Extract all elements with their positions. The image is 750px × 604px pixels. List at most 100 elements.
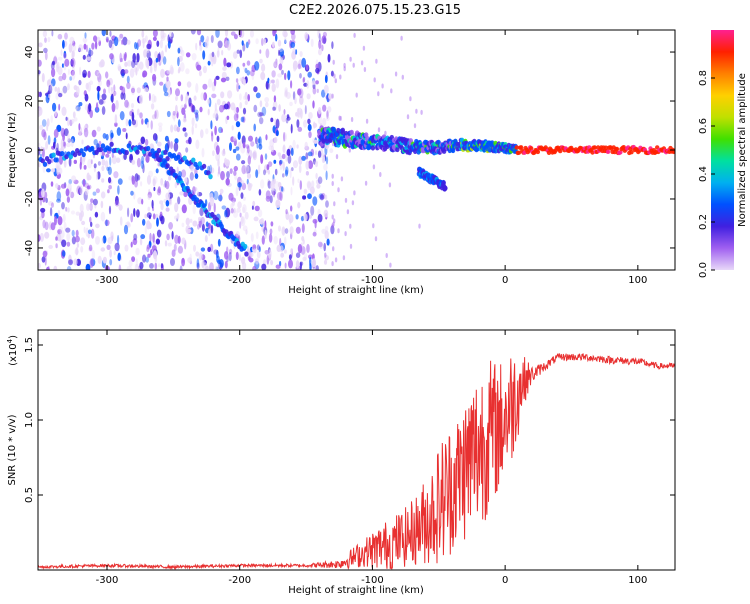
- noise-speckle: [53, 128, 59, 138]
- noise-speckle: [241, 165, 247, 175]
- noise-speckle: [152, 133, 158, 141]
- noise-speckle: [327, 106, 332, 113]
- noise-speckle: [252, 248, 257, 254]
- noise-speckle: [179, 265, 183, 270]
- noise-speckle: [189, 218, 193, 223]
- noise-speckle: [57, 33, 63, 40]
- spectrogram-x-tick-label: -200: [228, 275, 251, 286]
- snr-panel: -300 -200 -100 0 100 0.5 1.0 1.5 Height of str…: [6, 329, 676, 596]
- noise-speckle: [79, 156, 83, 166]
- noise-speckle: [47, 36, 51, 43]
- noise-speckle: [312, 196, 318, 206]
- noise-speckle: [118, 264, 122, 270]
- noise-speckle: [43, 47, 48, 54]
- noise-speckle: [151, 199, 154, 209]
- noise-speckle: [184, 132, 188, 138]
- noise-speckle: [134, 263, 139, 270]
- noise-speckle: [166, 87, 171, 98]
- noise-speckle: [48, 244, 53, 249]
- noise-speckle: [236, 207, 241, 213]
- noise-speckle: [141, 155, 145, 165]
- noise-speckle: [349, 56, 352, 62]
- noise-speckle: [175, 95, 178, 101]
- noise-speckle: [236, 153, 241, 161]
- noise-speckle: [273, 95, 277, 103]
- noise-speckle: [307, 71, 313, 78]
- noise-speckle: [195, 83, 199, 93]
- noise-speckle: [201, 223, 205, 232]
- noise-speckle: [295, 260, 300, 269]
- noise-speckle: [279, 261, 282, 267]
- noise-speckle: [131, 111, 135, 122]
- noise-speckle: [321, 44, 324, 52]
- noise-speckle: [136, 209, 140, 218]
- noise-speckle: [297, 88, 302, 96]
- noise-speckle: [301, 236, 305, 242]
- noise-speckle: [79, 66, 82, 76]
- noise-speckle: [231, 197, 236, 203]
- noise-speckle: [84, 188, 89, 196]
- noise-speckle: [339, 115, 342, 121]
- noise-speckle: [243, 167, 249, 174]
- noise-speckle: [166, 70, 172, 75]
- noise-speckle: [242, 107, 247, 115]
- noise-speckle: [101, 151, 106, 156]
- noise-speckle: [298, 164, 302, 174]
- noise-speckle: [316, 88, 319, 94]
- noise-speckle: [303, 213, 308, 222]
- noise-speckle: [346, 209, 350, 215]
- noise-speckle: [304, 141, 308, 150]
- noise-speckle: [215, 75, 220, 80]
- signal-ridge-mark: [349, 129, 354, 135]
- noise-speckle: [172, 113, 176, 120]
- noise-speckle: [190, 165, 195, 172]
- noise-speckle: [310, 205, 315, 216]
- noise-speckle: [41, 119, 47, 127]
- noise-speckle: [107, 166, 112, 175]
- noise-speckle: [91, 42, 95, 50]
- noise-speckle: [326, 110, 329, 119]
- signal-ridge-mark: [79, 148, 84, 154]
- noise-speckle: [213, 202, 216, 213]
- noise-speckle: [259, 58, 263, 64]
- noise-speckle: [88, 47, 92, 57]
- noise-speckle: [220, 128, 223, 133]
- noise-speckle: [92, 198, 98, 206]
- noise-speckle: [309, 256, 312, 267]
- noise-speckle: [212, 150, 215, 157]
- noise-speckle: [41, 256, 46, 263]
- signal-ridge-mark: [182, 155, 187, 161]
- noise-speckle: [235, 107, 240, 113]
- noise-speckle: [95, 236, 100, 245]
- noise-speckle: [322, 31, 327, 38]
- noise-speckle: [296, 144, 299, 149]
- noise-speckle: [125, 132, 128, 140]
- noise-speckle: [83, 43, 87, 50]
- noise-speckle: [120, 57, 123, 63]
- noise-speckle: [132, 53, 136, 63]
- noise-speckle: [313, 121, 316, 129]
- noise-speckle: [259, 112, 264, 117]
- noise-speckle: [388, 182, 392, 188]
- noise-speckle: [281, 69, 284, 75]
- noise-speckle: [174, 202, 179, 213]
- noise-speckle: [126, 75, 130, 84]
- noise-speckle: [251, 73, 255, 81]
- noise-speckle: [151, 93, 156, 104]
- noise-speckle: [144, 213, 148, 219]
- noise-speckle: [227, 90, 233, 99]
- noise-speckle: [377, 127, 381, 133]
- noise-speckle: [204, 235, 208, 242]
- noise-speckle: [66, 266, 72, 270]
- noise-speckle: [406, 114, 410, 120]
- noise-speckle: [235, 146, 240, 151]
- signal-ridge-mark: [206, 170, 211, 176]
- noise-speckle: [202, 50, 206, 60]
- noise-speckle: [63, 141, 67, 149]
- signal-ridge-mark: [165, 156, 170, 162]
- noise-speckle: [292, 60, 298, 70]
- noise-speckle: [42, 219, 46, 229]
- noise-speckle: [93, 139, 98, 146]
- noise-speckle: [267, 178, 270, 186]
- noise-speckle: [221, 205, 227, 210]
